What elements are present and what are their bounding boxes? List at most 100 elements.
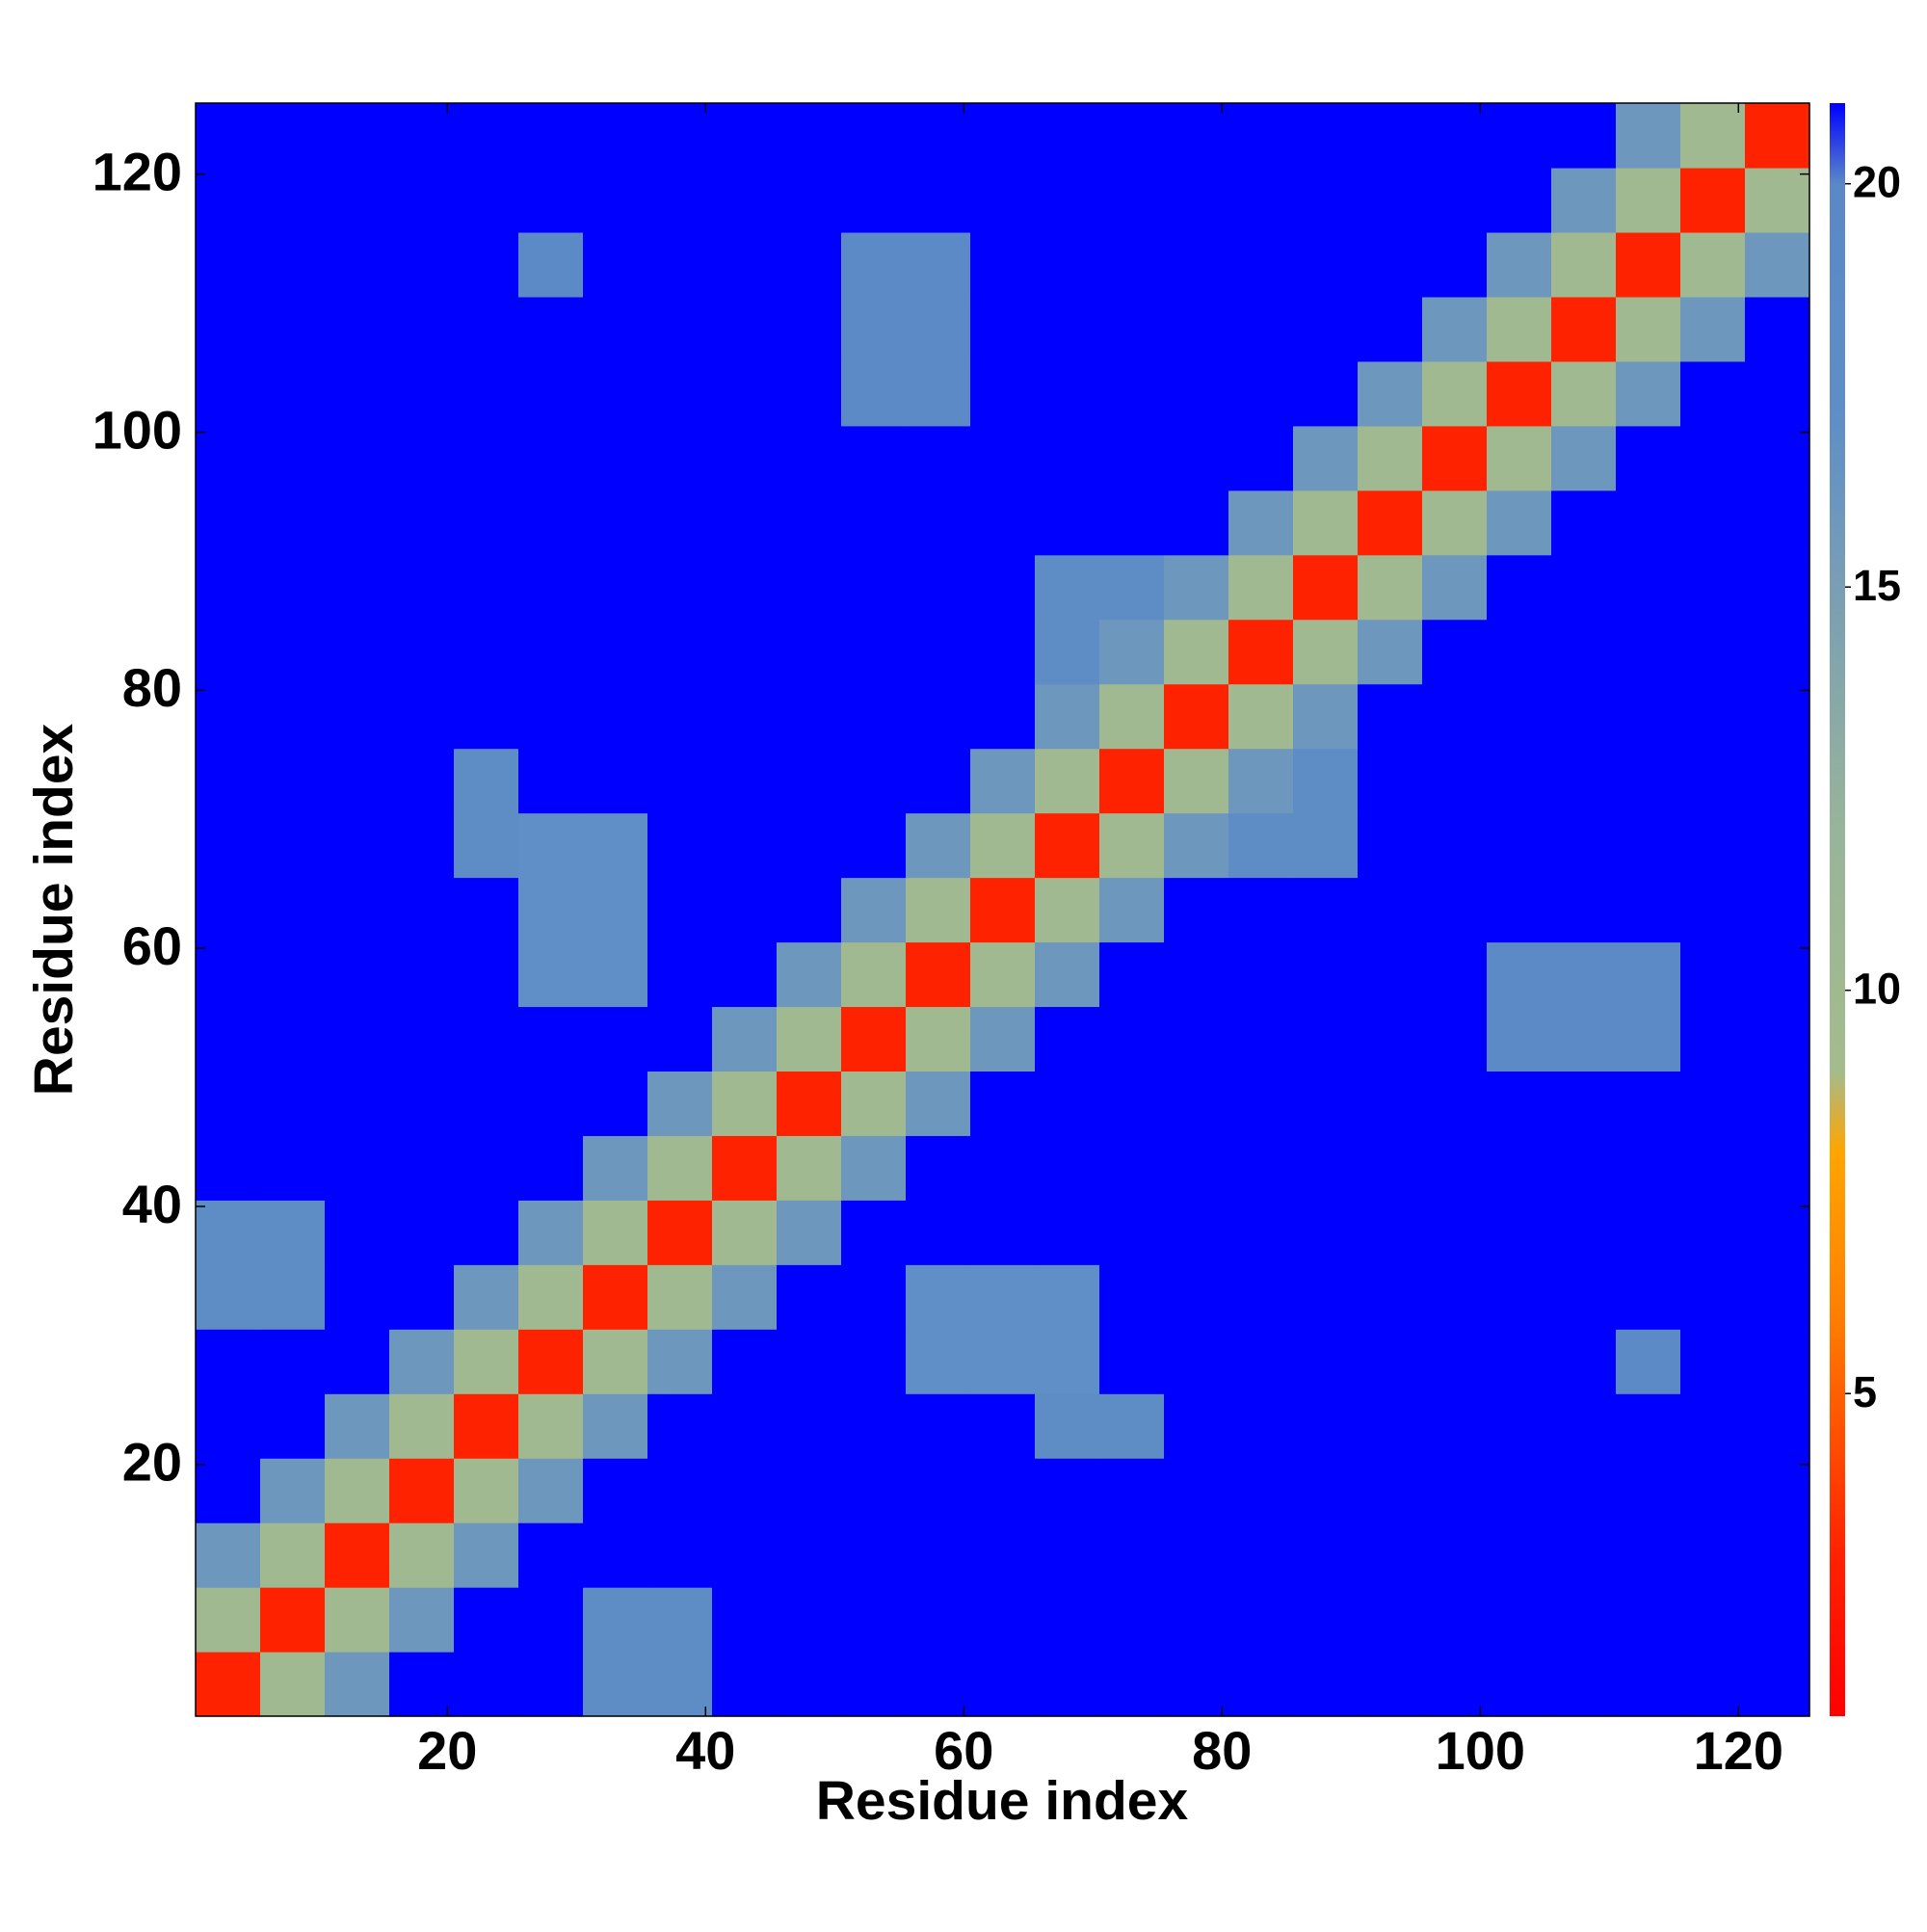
heatmap-cell (1551, 425, 1617, 491)
heatmap-cell (260, 360, 326, 427)
heatmap-cell (1680, 1329, 1746, 1394)
heatmap-cell (647, 167, 713, 233)
heatmap-cell (1680, 167, 1746, 233)
heatmap-cell (1487, 1587, 1552, 1653)
heatmap-cell (583, 490, 648, 556)
heatmap-cell (841, 619, 907, 685)
heatmap-cell (712, 877, 778, 943)
heatmap-cell (1164, 1200, 1229, 1265)
heatmap-cell (841, 683, 907, 750)
heatmap-cell (1616, 941, 1681, 1008)
heatmap-cell (841, 748, 907, 814)
heatmap-cell (1293, 877, 1359, 943)
heatmap-cell (1551, 360, 1617, 427)
heatmap-cell (583, 1006, 648, 1072)
heatmap-cell (389, 1071, 455, 1136)
heatmap-cell (841, 296, 907, 362)
heatmap-cell (841, 1135, 907, 1201)
heatmap-cell (1228, 941, 1294, 1008)
heatmap-cell (647, 1006, 713, 1072)
heatmap-cell (906, 1652, 971, 1717)
heatmap-cell (1358, 1522, 1423, 1588)
heatmap-cell (1228, 1393, 1294, 1459)
heatmap-cell (712, 1200, 778, 1265)
heatmap-cell (1035, 167, 1100, 233)
heatmap-cell (583, 941, 648, 1008)
heatmap-cell (583, 1522, 648, 1588)
heatmap-cell (1164, 554, 1229, 621)
heatmap-cell (712, 554, 778, 621)
heatmap-cell (1616, 1135, 1681, 1201)
x-tick-label: 80 (1192, 1720, 1252, 1781)
heatmap-cell (1099, 1652, 1165, 1717)
heatmap-cell (1422, 1264, 1488, 1330)
heatmap-cell (1680, 1135, 1746, 1201)
heatmap-cell (196, 1006, 261, 1072)
heatmap-cell (906, 748, 971, 814)
heatmap-cell (1099, 231, 1165, 298)
heatmap-cell (712, 360, 778, 427)
heatmap-cell (647, 619, 713, 685)
heatmap-cell (1164, 1329, 1229, 1394)
heatmap-cell (1099, 1393, 1165, 1459)
heatmap-cell (518, 1071, 584, 1136)
colorbar-tick-label: 10 (1853, 965, 1901, 1014)
heatmap-cell (389, 296, 455, 362)
heatmap-cell (1422, 425, 1488, 491)
heatmap-cell (1228, 554, 1294, 621)
heatmap-cell (325, 1458, 390, 1523)
heatmap-cell (1551, 1264, 1617, 1330)
heatmap-cell (518, 1393, 584, 1459)
heatmap-cell (518, 1587, 584, 1653)
heatmap-cell (1164, 1587, 1229, 1653)
heatmap-cell (1358, 360, 1423, 427)
heatmap-cell (841, 1458, 907, 1523)
heatmap-cell (647, 941, 713, 1008)
heatmap-cell (712, 425, 778, 491)
heatmap-cell (1745, 619, 1810, 685)
heatmap-cell (260, 683, 326, 750)
heatmap-cell (454, 167, 519, 233)
heatmap-cell (325, 1587, 390, 1653)
heatmap-cell (1358, 1652, 1423, 1717)
heatmap-cell (1293, 1006, 1359, 1072)
heatmap-cell (1035, 748, 1100, 814)
heatmap-cell (1164, 1652, 1229, 1717)
heatmap-cell (325, 683, 390, 750)
heatmap-cell (1422, 748, 1488, 814)
heatmap-cell (777, 1006, 842, 1072)
heatmap-cell (1745, 103, 1810, 169)
heatmap-cell (1422, 1071, 1488, 1136)
heatmap-cell (1487, 812, 1552, 879)
heatmap-cell (1358, 231, 1423, 298)
heatmap-cell (1422, 812, 1488, 879)
heatmap-cell (454, 490, 519, 556)
heatmap-cell (1551, 1652, 1617, 1717)
heatmap-cell (1616, 425, 1681, 491)
heatmap-cell (1099, 103, 1165, 169)
y-tick-label: 120 (92, 141, 182, 201)
heatmap-cell (1228, 103, 1294, 169)
heatmap-cell (1487, 1264, 1552, 1330)
heatmap-cell (777, 1522, 842, 1588)
heatmap-cell (1680, 1458, 1746, 1523)
heatmap-cell (1487, 1135, 1552, 1201)
heatmap-cell (777, 1200, 842, 1265)
heatmap-cell (1487, 748, 1552, 814)
heatmap-cell (1487, 425, 1552, 491)
heatmap-cell (647, 1135, 713, 1201)
heatmap-cell (518, 1329, 584, 1394)
heatmap-cell (647, 425, 713, 491)
heatmap-cell (196, 1587, 261, 1653)
heatmap-cell (1228, 360, 1294, 427)
heatmap-cell (1164, 1393, 1229, 1459)
heatmap-cell (1551, 167, 1617, 233)
heatmap-cell (777, 1329, 842, 1394)
heatmap-cell (1228, 683, 1294, 750)
heatmap-cell (1099, 296, 1165, 362)
heatmap-cell (1422, 554, 1488, 621)
heatmap-cell (1358, 748, 1423, 814)
heatmap-cell (1228, 167, 1294, 233)
heatmap-cell (389, 103, 455, 169)
